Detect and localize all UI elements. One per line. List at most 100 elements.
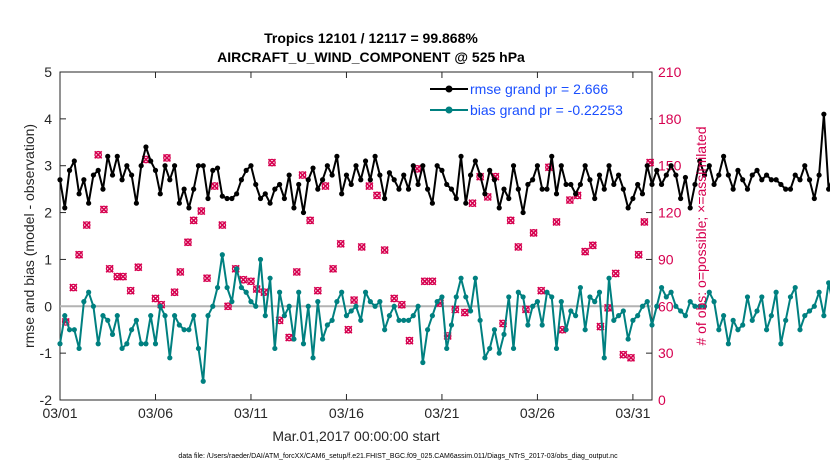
obs-possible-point xyxy=(627,353,635,362)
rmse-point xyxy=(205,195,211,202)
y-tick-label: 5 xyxy=(44,64,52,80)
bias-point xyxy=(253,303,259,309)
obs-possible-point xyxy=(105,264,114,273)
bias-point xyxy=(477,317,483,323)
bias-point xyxy=(826,280,830,286)
bias-point xyxy=(152,341,159,347)
obs-assimilated-point xyxy=(428,277,437,286)
rmse-point xyxy=(496,205,502,211)
obs-possible-point xyxy=(75,250,83,259)
y-right-tick-label: 0 xyxy=(658,392,666,408)
bias-point xyxy=(778,341,784,347)
obs-assimilated-point xyxy=(223,302,233,311)
rmse-point xyxy=(214,165,221,171)
rmse-point xyxy=(267,200,273,206)
rmse-point xyxy=(658,181,665,188)
bias-point xyxy=(611,317,617,323)
obs-possible-point xyxy=(189,216,198,225)
rmse-point xyxy=(611,181,617,188)
rmse-point xyxy=(558,163,564,169)
bias-point xyxy=(673,303,679,309)
bias-point xyxy=(582,327,588,333)
rmse-point xyxy=(124,163,130,169)
bias-point xyxy=(678,308,684,314)
rmse-point xyxy=(649,181,655,188)
bias-point xyxy=(501,331,507,337)
obs-possible-point xyxy=(611,269,620,278)
bias-point xyxy=(539,322,545,328)
rmse-point xyxy=(396,186,402,192)
rmse-point xyxy=(195,163,202,169)
rmse-point xyxy=(763,172,770,178)
obs-assimilated-point xyxy=(75,250,84,259)
bias-point xyxy=(811,303,817,309)
y-right-tick-label: 30 xyxy=(658,345,674,361)
obs-assimilated-point xyxy=(260,288,269,297)
rmse-point xyxy=(191,186,197,192)
rmse-point xyxy=(510,163,517,169)
bias-point xyxy=(162,313,168,319)
bias-point xyxy=(267,275,273,281)
obs-possible-point xyxy=(596,322,605,331)
obs-possible-point xyxy=(552,218,561,226)
obs-possible-point xyxy=(203,274,211,283)
bias-point xyxy=(658,284,665,291)
bias-point xyxy=(606,275,612,281)
bias-point xyxy=(773,289,779,295)
obs-possible-point xyxy=(428,277,437,286)
rmse-point xyxy=(143,144,149,150)
bias-point xyxy=(620,308,626,314)
bias-point xyxy=(458,275,464,281)
x-tick-label: 03/26 xyxy=(520,405,555,421)
bias-point xyxy=(353,303,359,309)
obs-possible-point xyxy=(163,154,171,162)
obs-assimilated-point xyxy=(306,216,315,225)
obs-assimilated-point xyxy=(94,150,103,159)
rmse-point xyxy=(730,186,736,192)
obs-assimilated-point xyxy=(537,286,546,295)
rmse-point xyxy=(458,153,464,159)
rmse-point xyxy=(644,163,650,169)
bias-point xyxy=(706,289,712,295)
obs-assimilated-point xyxy=(611,269,620,278)
bias-point xyxy=(549,294,555,300)
bias-point xyxy=(697,303,703,309)
rmse-point xyxy=(95,167,101,173)
legend-bias-marker xyxy=(445,106,453,114)
bias-point xyxy=(592,299,598,305)
rmse-point xyxy=(210,167,216,173)
bias-point xyxy=(744,294,751,300)
bias-point xyxy=(802,313,808,319)
rmse-point xyxy=(219,193,225,199)
bias-point xyxy=(396,317,402,323)
right-axis-ticks: 0306090120150180210 xyxy=(646,64,682,408)
obs-possible-point xyxy=(100,205,108,214)
bias-point xyxy=(124,341,130,347)
bias-point xyxy=(210,303,216,309)
obs-possible-point xyxy=(646,158,654,167)
rmse-point xyxy=(129,172,135,178)
rmse-point xyxy=(339,191,345,197)
bias-point xyxy=(439,294,445,300)
obs-assimilated-point xyxy=(267,158,277,167)
bias-point xyxy=(195,345,202,352)
rmse-point xyxy=(305,177,311,183)
rmse-point xyxy=(319,177,326,183)
obs-assimilated-point xyxy=(357,242,366,251)
rmse-point xyxy=(425,186,431,192)
bias-point xyxy=(415,303,421,309)
bias-point xyxy=(692,303,698,309)
obs-possible-point xyxy=(184,238,192,247)
bias-point xyxy=(291,336,297,342)
bias-point xyxy=(367,299,373,305)
bias-point xyxy=(434,299,440,305)
bias-point xyxy=(401,317,407,323)
rmse-point xyxy=(138,163,144,169)
rmse-point xyxy=(792,172,798,178)
y-right-tick-label: 180 xyxy=(658,111,682,127)
rmse-point xyxy=(768,177,774,183)
rmse-point xyxy=(463,200,469,206)
bias-point xyxy=(730,317,736,323)
footer-data-file: data file: /Users/raeder/DAI/ATM_forcXX/… xyxy=(178,453,618,460)
bias-point xyxy=(577,284,583,291)
